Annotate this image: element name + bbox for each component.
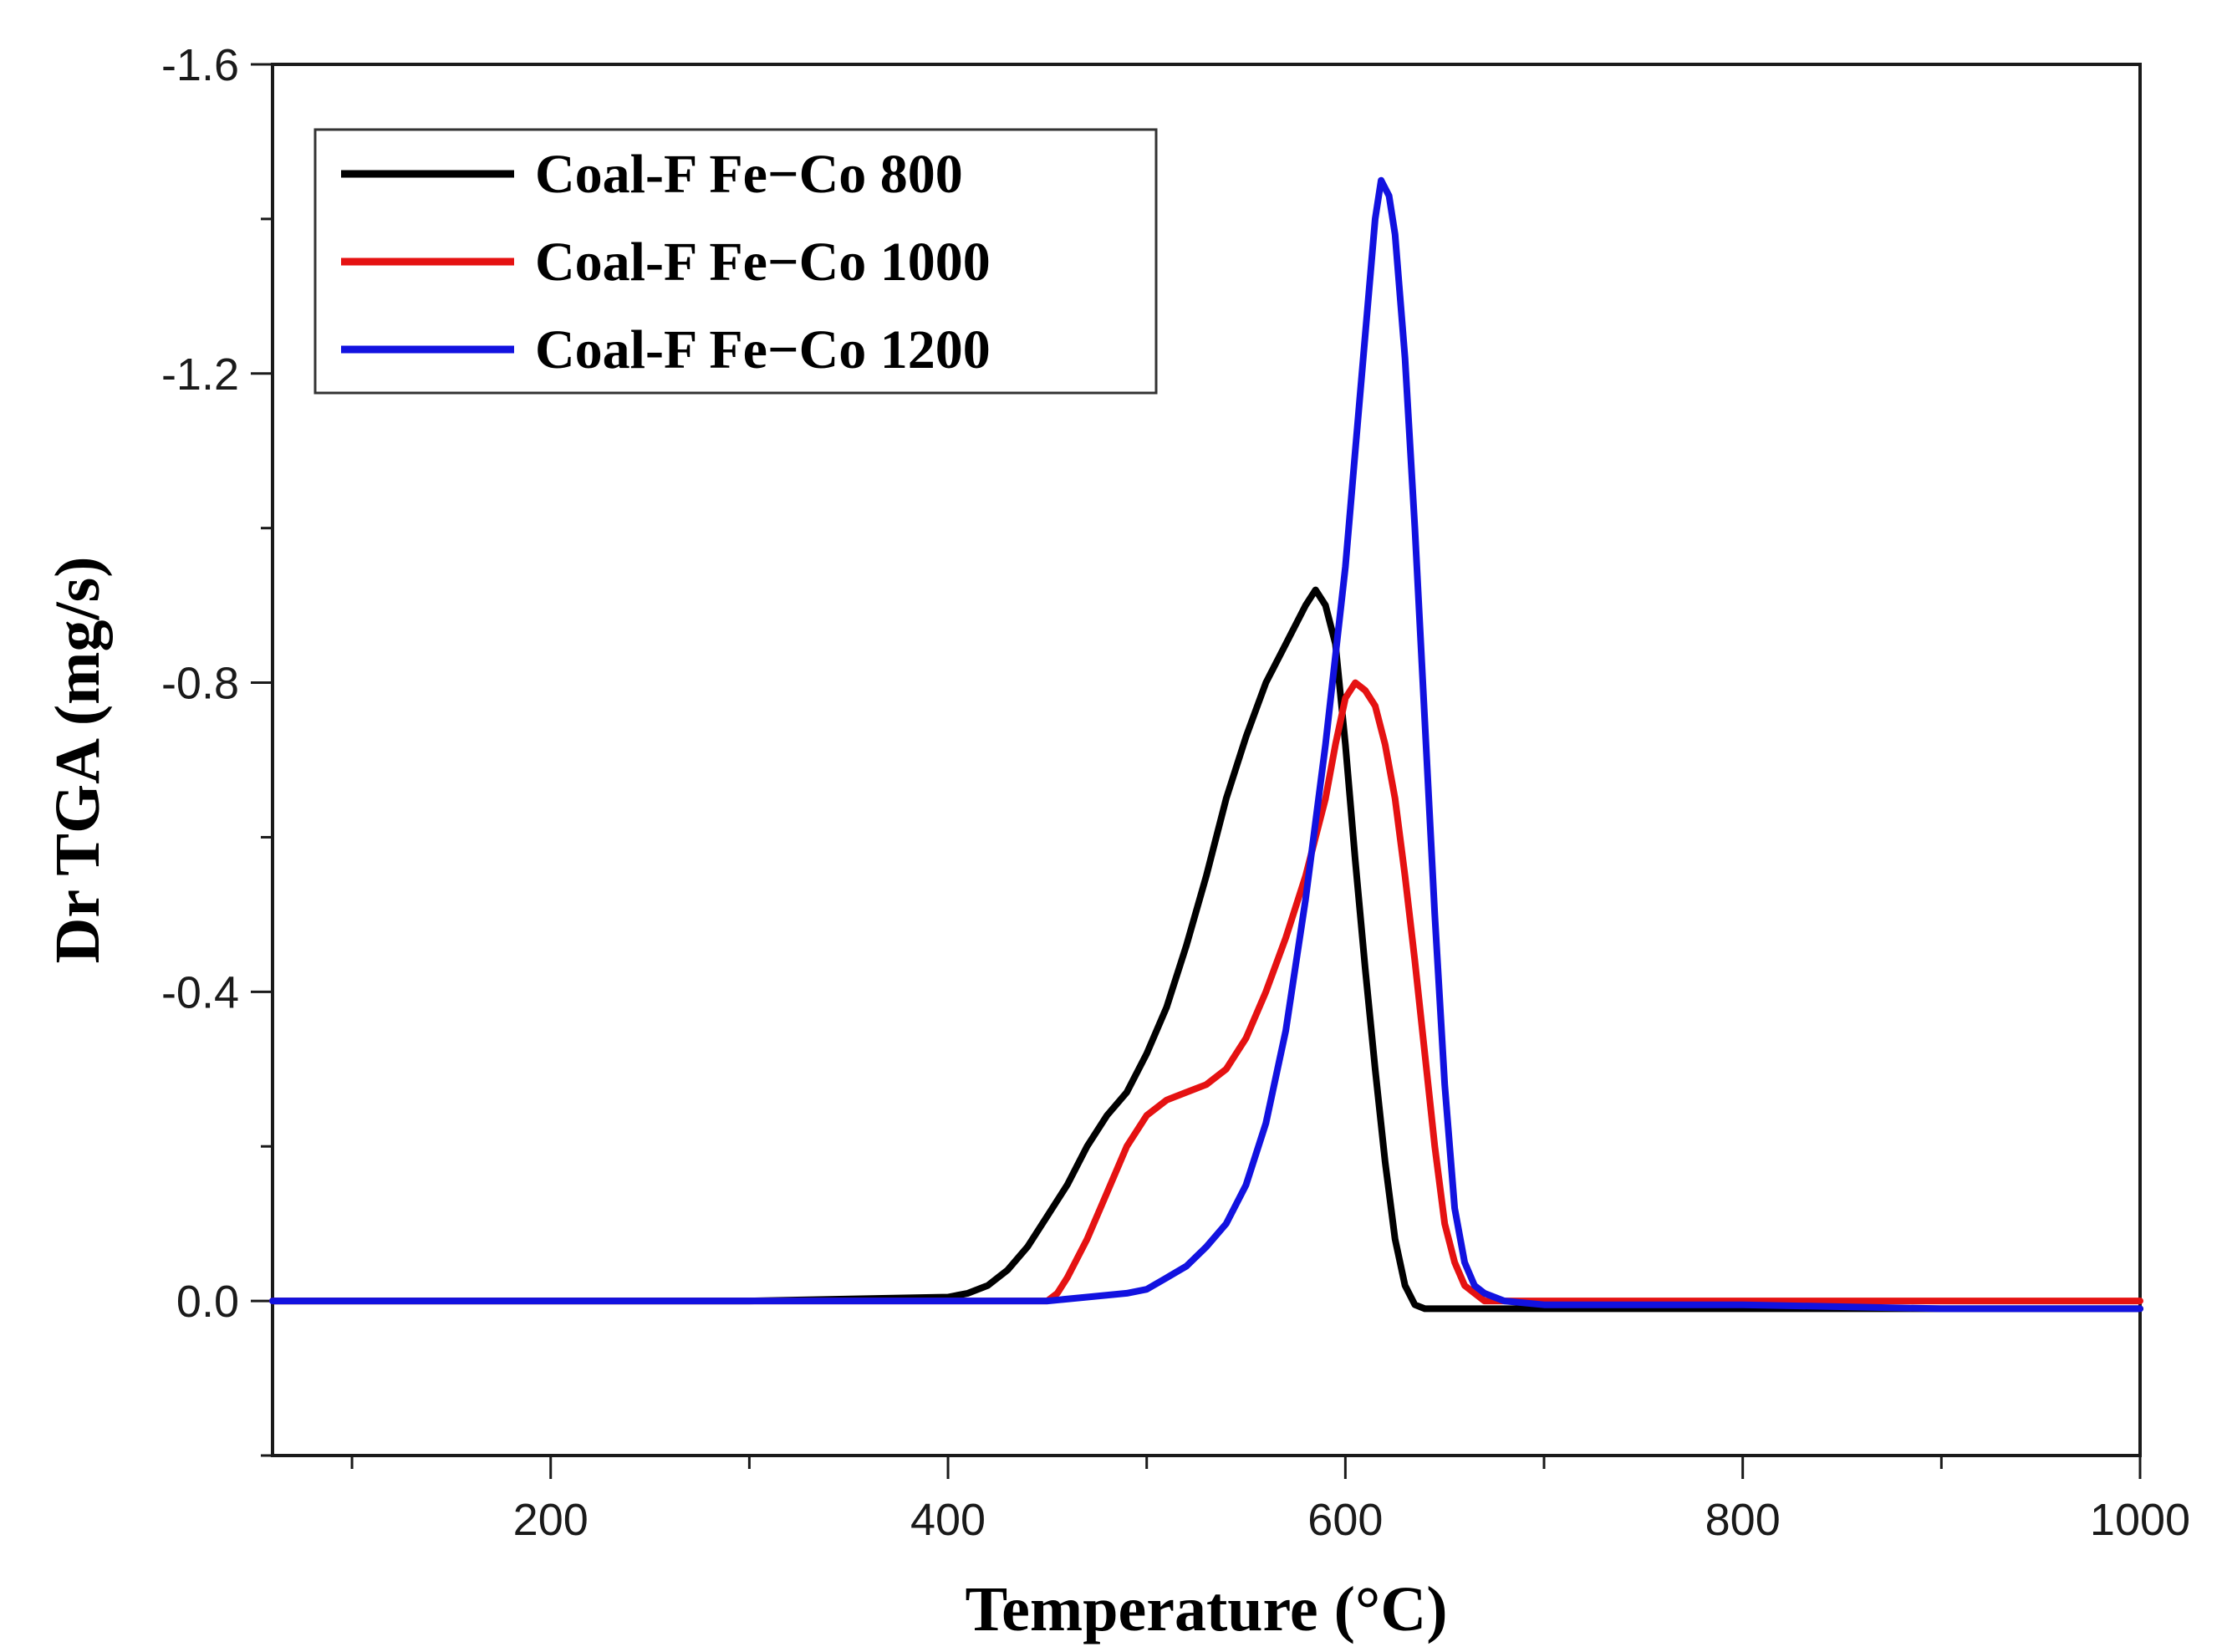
y-axis-ticks: 0.0 -0.4 -0.8 -1.2 -1.6 <box>161 40 273 1457</box>
y-tick-label: -0.8 <box>161 659 239 709</box>
x-axis-title: Temperature (°C) <box>965 1574 1447 1644</box>
legend-label-1200: Coal-F Fe−Co 1200 <box>535 319 991 380</box>
x-tick-label: 1000 <box>2090 1495 2190 1545</box>
x-tick-label: 800 <box>1705 1495 1781 1545</box>
legend-label-800: Coal-F Fe−Co 800 <box>535 144 963 205</box>
legend: Coal-F Fe−Co 800 Coal-F Fe−Co 1000 Coal-… <box>313 128 1158 395</box>
y-tick-label: -1.2 <box>161 349 239 400</box>
y-tick-label: -0.4 <box>161 967 239 1017</box>
y-tick-label: -1.6 <box>161 40 239 90</box>
plot-frame <box>271 63 2142 1457</box>
x-tick-label: 600 <box>1307 1495 1383 1545</box>
x-tick-label: 400 <box>910 1495 986 1545</box>
legend-label-1000: Coal-F Fe−Co 1000 <box>535 232 991 293</box>
series-line-1200 <box>269 176 2143 1313</box>
series-line-1000 <box>269 679 2143 1305</box>
series-line-800 <box>269 586 2143 1313</box>
series-layer <box>269 176 2143 1313</box>
x-tick-label: 200 <box>513 1495 589 1545</box>
y-tick-label: 0.0 <box>176 1277 239 1327</box>
x-axis-ticks: 200 400 600 800 1000 <box>350 1456 2190 1545</box>
y-axis-title: Dr TGA (mg/s) <box>43 557 113 964</box>
